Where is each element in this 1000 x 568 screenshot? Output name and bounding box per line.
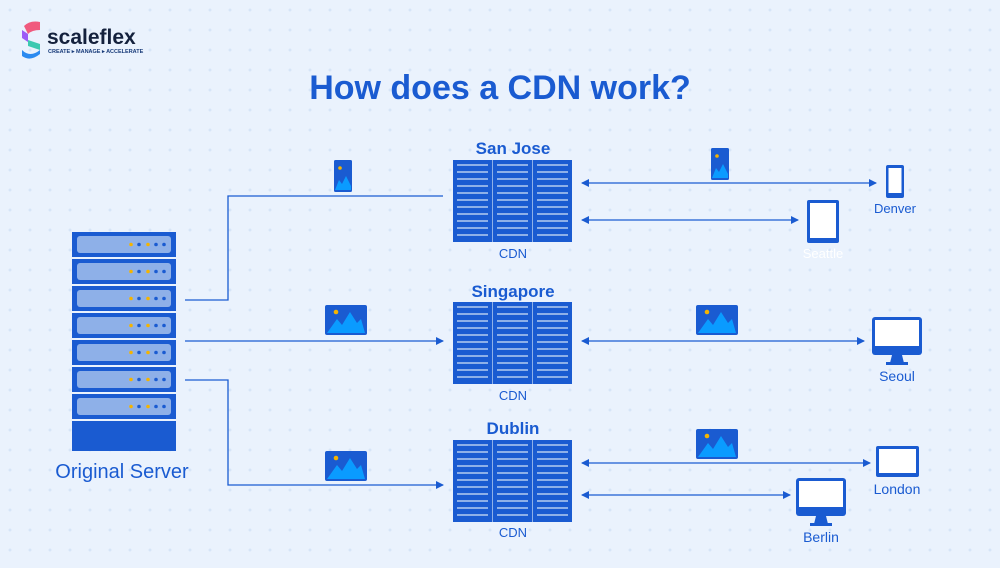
cdn-city-singapore: Singapore [471, 282, 554, 301]
page-title: How does a CDN work? [309, 69, 691, 107]
desktop-monitor-icon [876, 446, 919, 477]
client-seattle: Seattle [803, 246, 843, 261]
image-file-icon [696, 429, 738, 459]
desktop-monitor-icon [796, 478, 846, 526]
image-file-icon [334, 160, 352, 192]
client-berlin: Berlin [803, 529, 839, 545]
cdn-label: CDN [499, 388, 527, 403]
cdn-city-dublin: Dublin [487, 419, 540, 438]
original-server-label: Original Server [55, 461, 189, 483]
cdn-server-icon [452, 301, 573, 385]
cdn-server-icon [452, 439, 573, 523]
phone-icon [886, 165, 904, 198]
desktop-monitor-icon [872, 317, 922, 365]
scaleflex-logo[interactable]: scaleflex CREATE ▸ MANAGE ▸ ACCELERATE [22, 21, 144, 59]
cdn-server-icon [452, 159, 573, 243]
client-london: London [874, 481, 921, 497]
image-file-icon [711, 148, 729, 180]
logo-mark-icon [22, 21, 40, 59]
image-file-icon [696, 305, 738, 335]
original-server-icon [72, 232, 176, 451]
logo-wordmark: scaleflex [47, 26, 136, 49]
image-file-icon [325, 305, 367, 335]
image-file-icon [325, 451, 367, 481]
cdn-city-sanjose: San Jose [476, 139, 551, 158]
connector-origin-sanjose [185, 195, 443, 301]
cdn-label: CDN [499, 246, 527, 261]
cdn-label: CDN [499, 525, 527, 540]
connector-origin-dublin [185, 379, 444, 489]
tablet-icon [807, 200, 839, 243]
client-seoul: Seoul [879, 368, 915, 384]
client-denver: Denver [874, 201, 917, 216]
logo-tagline: CREATE ▸ MANAGE ▸ ACCELERATE [48, 49, 144, 55]
